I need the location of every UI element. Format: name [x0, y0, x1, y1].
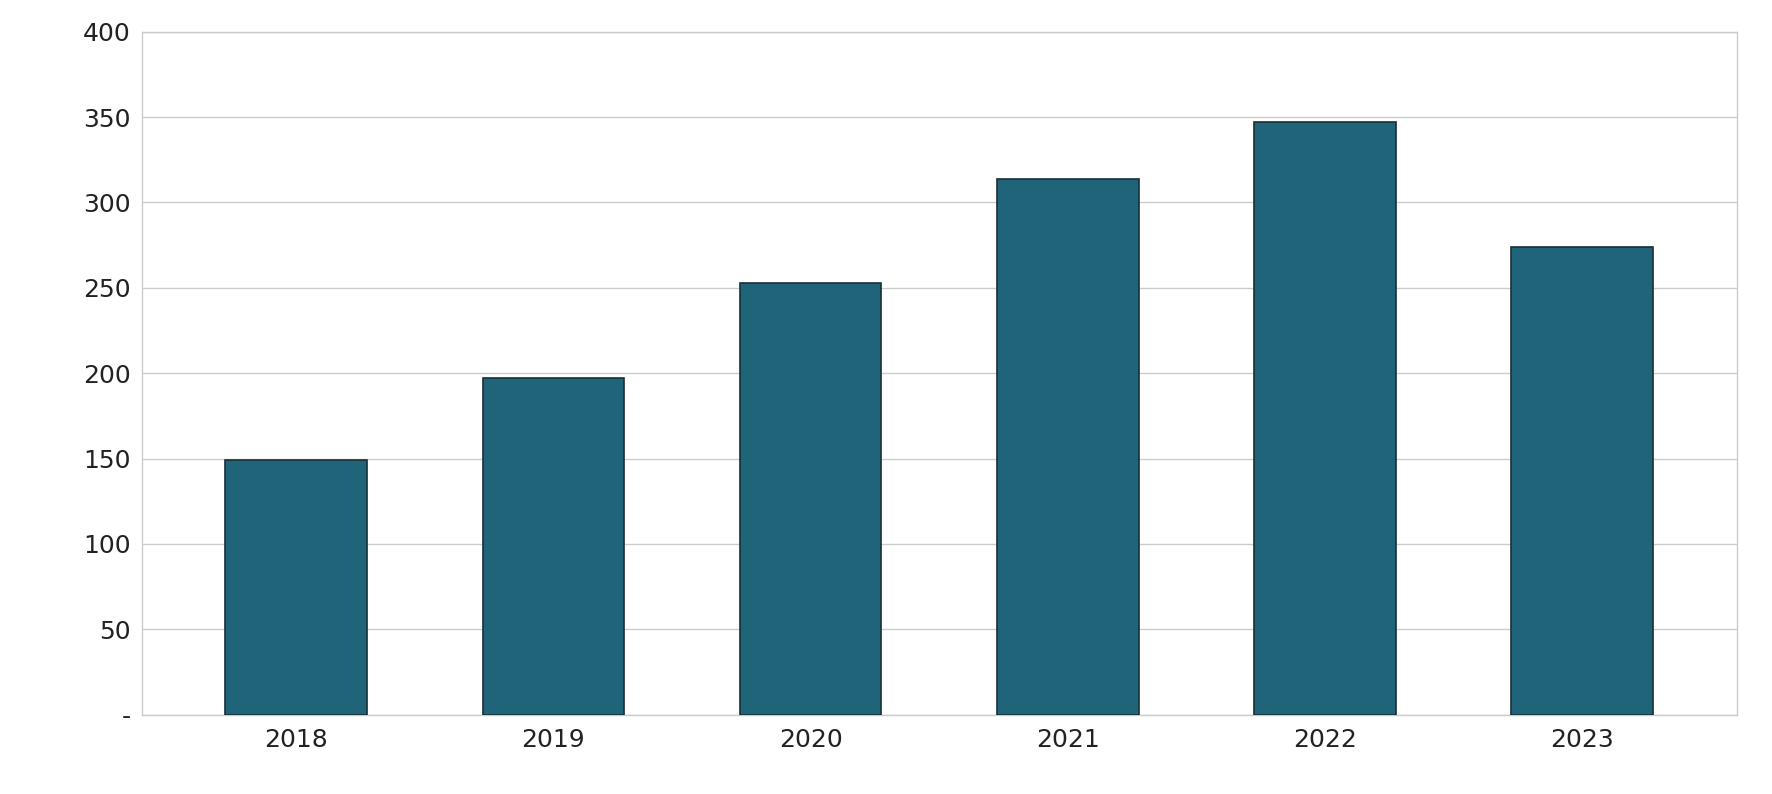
Bar: [225, 461, 367, 715]
Bar: [741, 283, 881, 715]
Bar: [482, 378, 624, 715]
Bar: [998, 179, 1139, 715]
Bar: [1512, 247, 1653, 715]
Bar: [1255, 122, 1396, 715]
